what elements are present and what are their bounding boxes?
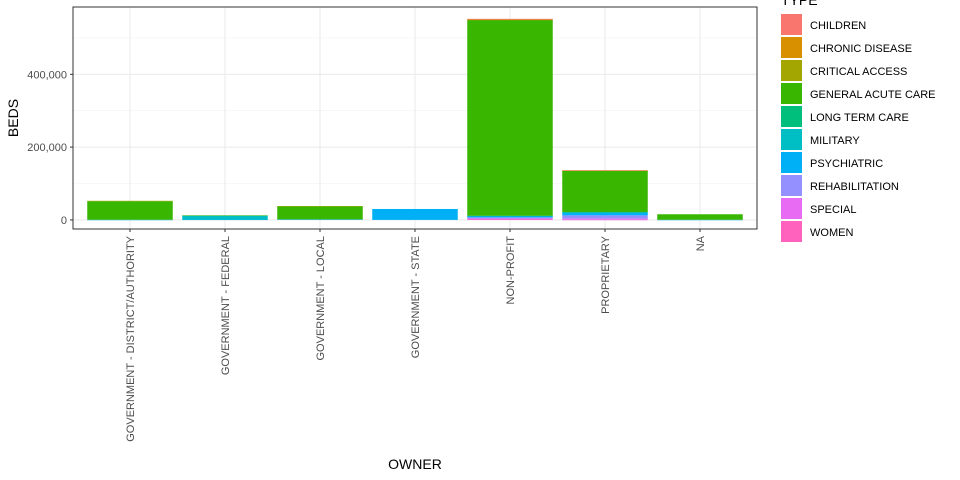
bar-segment (467, 215, 553, 217)
x-tick-label: GOVERNMENT - FEDERAL (220, 236, 232, 375)
x-tick-label: PROPRIETARY (600, 235, 612, 313)
bar-segment (562, 219, 648, 221)
legend-title: TYPE (781, 0, 818, 8)
x-axis: GOVERNMENT - DISTRICT/AUTHORITY GOVERNMEN… (125, 229, 707, 442)
legend-label: CHRONIC DISEASE (810, 43, 912, 55)
legend-label: REHABILITATION (810, 181, 899, 193)
legend-label: CHILDREN (810, 20, 866, 32)
legend-label: PSYCHIATRIC (810, 158, 883, 170)
bar-segment (467, 218, 553, 220)
bar-segment (467, 219, 553, 221)
bar-segment (277, 206, 363, 207)
legend-key (781, 37, 802, 58)
bar-segment (467, 217, 553, 219)
legend-key (781, 106, 802, 127)
bar-segment (372, 208, 458, 220)
x-axis-title: OWNER (388, 456, 442, 472)
bar-segment (467, 215, 553, 218)
bar-segment (562, 218, 648, 220)
bar-segment (562, 212, 648, 216)
bar-segment (467, 18, 553, 20)
bar-segment (562, 170, 648, 171)
legend-label: GENERAL ACUTE CARE (810, 89, 936, 101)
bar-segment (657, 219, 743, 221)
bar-segment (182, 215, 268, 216)
x-tick-label: NON-PROFIT (505, 236, 517, 305)
bars-layer (87, 18, 743, 221)
x-tick-label: GOVERNMENT - STATE (410, 236, 422, 358)
bar-segment (87, 201, 173, 220)
plot-panel (73, 7, 757, 229)
bar-segment (562, 170, 648, 213)
bar-segment (87, 219, 173, 221)
bar-segment (87, 200, 173, 202)
bar-segment (657, 214, 743, 220)
legend-key (781, 14, 802, 35)
legend-key (781, 83, 802, 104)
bar-segment (467, 19, 553, 21)
y-axis: 0 200,000 400,000 (27, 69, 73, 227)
bar-segment (277, 206, 363, 220)
x-tick-label: NA (695, 235, 707, 251)
y-axis-title: BEDS (5, 99, 21, 137)
legend-key (781, 152, 802, 173)
legend-key (781, 129, 802, 150)
legend-key (781, 198, 802, 219)
legend-key (781, 175, 802, 196)
y-tick-label: 200,000 (27, 142, 67, 154)
legend-label: CRITICAL ACCESS (810, 66, 907, 78)
legend-label: MILITARY (810, 135, 860, 147)
legend-key (781, 221, 802, 242)
bar-segment (562, 215, 648, 219)
y-tick-label: 400,000 (27, 69, 67, 81)
legend: TYPE CHILDREN CHRONIC DISEASE CRITICAL ACC… (781, 0, 936, 242)
bar-segment (277, 219, 363, 220)
legend-label: WOMEN (810, 227, 853, 239)
bar-segment (182, 215, 268, 220)
legend-label: SPECIAL (810, 204, 856, 216)
y-tick-label: 0 (61, 215, 67, 227)
legend-key (781, 60, 802, 81)
legend-label: LONG TERM CARE (810, 112, 909, 124)
x-tick-label: GOVERNMENT - DISTRICT/AUTHORITY (125, 235, 137, 441)
bar-segment (182, 219, 268, 221)
x-tick-label: GOVERNMENT - LOCAL (315, 236, 327, 361)
bar-segment (467, 19, 553, 216)
bar-segment (562, 212, 648, 213)
